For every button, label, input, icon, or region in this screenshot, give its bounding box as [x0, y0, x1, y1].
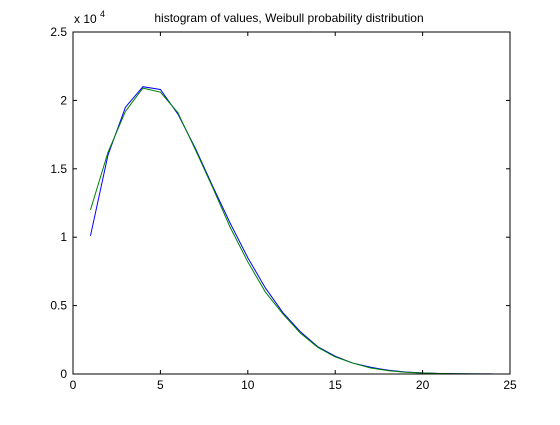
y-tick-label: 1.5: [50, 162, 67, 176]
y-tick-label: 2: [60, 93, 67, 107]
x-tick-label: 20: [416, 378, 430, 392]
y-multiplier-exponent: 4: [100, 9, 105, 19]
x-tick-label: 15: [329, 378, 343, 392]
x-tick-label: 25: [503, 378, 517, 392]
x-tick-label: 5: [157, 378, 164, 392]
x-tick-label: 10: [241, 378, 255, 392]
series-line-2: [90, 87, 493, 375]
axis-ticks: 0 5 10 15 20 25 0 0.5 1 1.5 2 2.5: [50, 25, 517, 392]
y-tick-label: 1: [60, 230, 67, 244]
y-tick-label: 0.5: [50, 299, 67, 313]
chart-title: histogram of values, Weibull probability…: [154, 11, 423, 25]
x-tick-label: 0: [70, 378, 77, 392]
y-tick-label: 2.5: [50, 25, 67, 39]
y-tick-label: 0: [60, 367, 67, 381]
series-layer: [89, 86, 493, 375]
plot-frame: [72, 31, 511, 375]
y-multiplier-label: x 10 4: [74, 9, 105, 26]
y-multiplier-base: x 10: [74, 12, 97, 26]
